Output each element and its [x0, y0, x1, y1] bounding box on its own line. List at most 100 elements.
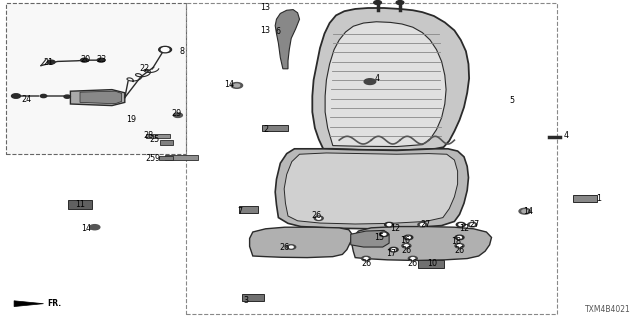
Circle shape — [404, 245, 408, 247]
Text: 2: 2 — [263, 125, 268, 134]
Text: 21: 21 — [43, 58, 53, 67]
Circle shape — [374, 1, 381, 4]
Bar — [146, 134, 170, 138]
Text: 8: 8 — [180, 47, 185, 56]
Circle shape — [468, 222, 477, 227]
Circle shape — [420, 224, 424, 226]
Text: 4: 4 — [375, 74, 380, 83]
Bar — [242, 294, 264, 301]
Text: 13: 13 — [260, 26, 271, 35]
Text: 7: 7 — [237, 207, 243, 216]
Circle shape — [161, 48, 169, 52]
Circle shape — [408, 256, 417, 261]
Text: 9: 9 — [154, 154, 159, 163]
Circle shape — [64, 95, 70, 98]
Text: 19: 19 — [126, 116, 136, 124]
Polygon shape — [325, 22, 446, 147]
Text: 28: 28 — [143, 132, 154, 140]
Circle shape — [234, 84, 240, 87]
Text: 26: 26 — [454, 246, 465, 255]
Polygon shape — [275, 149, 468, 229]
Polygon shape — [351, 230, 389, 247]
Text: 23: 23 — [96, 55, 106, 64]
Circle shape — [392, 249, 396, 251]
Circle shape — [382, 233, 386, 235]
Bar — [165, 155, 198, 160]
Circle shape — [455, 235, 464, 240]
Circle shape — [362, 256, 371, 261]
Text: 27: 27 — [470, 220, 480, 229]
Circle shape — [314, 216, 323, 220]
Circle shape — [402, 244, 411, 248]
Circle shape — [404, 235, 413, 240]
Circle shape — [317, 217, 321, 219]
Text: 14: 14 — [224, 80, 234, 89]
Text: 18: 18 — [451, 237, 461, 246]
Text: 4: 4 — [564, 132, 569, 140]
Circle shape — [389, 247, 398, 252]
Circle shape — [81, 58, 88, 62]
Circle shape — [385, 222, 394, 227]
Text: 5: 5 — [509, 96, 515, 105]
Circle shape — [47, 60, 55, 64]
Circle shape — [458, 236, 461, 238]
Polygon shape — [14, 301, 44, 307]
Circle shape — [90, 225, 100, 230]
Circle shape — [40, 94, 47, 98]
Bar — [68, 200, 92, 209]
Text: 14: 14 — [523, 207, 533, 216]
Text: 1: 1 — [596, 194, 601, 203]
Bar — [159, 156, 173, 160]
Text: 24: 24 — [22, 95, 32, 104]
Text: 26: 26 — [312, 212, 322, 220]
Polygon shape — [275, 10, 300, 69]
Circle shape — [411, 258, 415, 260]
Circle shape — [519, 208, 531, 214]
Circle shape — [470, 224, 474, 226]
Text: FR.: FR. — [47, 300, 61, 308]
Text: 25: 25 — [150, 135, 160, 144]
Circle shape — [459, 224, 463, 226]
Circle shape — [159, 46, 172, 53]
Circle shape — [456, 222, 465, 227]
Bar — [573, 195, 597, 202]
Circle shape — [455, 244, 464, 248]
Text: 12: 12 — [459, 224, 469, 233]
Text: 20: 20 — [80, 55, 90, 64]
Text: TXM4B4021: TXM4B4021 — [585, 305, 630, 314]
Circle shape — [387, 224, 391, 226]
Circle shape — [406, 236, 410, 238]
Polygon shape — [312, 8, 469, 150]
Bar — [239, 206, 258, 213]
Circle shape — [364, 79, 376, 84]
Circle shape — [231, 83, 243, 88]
Text: 15: 15 — [374, 233, 384, 242]
Text: 29: 29 — [171, 109, 181, 118]
Circle shape — [380, 232, 388, 236]
Circle shape — [458, 245, 461, 247]
Text: 3: 3 — [244, 296, 249, 305]
Text: 27: 27 — [420, 220, 431, 229]
Polygon shape — [80, 91, 122, 104]
Bar — [160, 140, 173, 145]
Bar — [418, 260, 444, 268]
Bar — [6, 3, 186, 154]
Bar — [186, 3, 557, 314]
Text: 14: 14 — [81, 224, 92, 233]
Circle shape — [97, 58, 105, 62]
Text: 22: 22 — [139, 64, 149, 73]
Text: 11: 11 — [75, 200, 85, 209]
Text: 6: 6 — [276, 28, 281, 36]
Text: 17: 17 — [387, 249, 397, 258]
Polygon shape — [284, 153, 458, 224]
Polygon shape — [250, 227, 352, 258]
Text: 25: 25 — [145, 154, 156, 163]
Circle shape — [364, 258, 368, 260]
Text: 26: 26 — [280, 244, 290, 252]
Circle shape — [396, 1, 404, 4]
Circle shape — [522, 210, 527, 212]
Text: 26: 26 — [408, 259, 418, 268]
Circle shape — [418, 222, 427, 227]
Text: 12: 12 — [390, 224, 401, 233]
Circle shape — [289, 246, 293, 248]
